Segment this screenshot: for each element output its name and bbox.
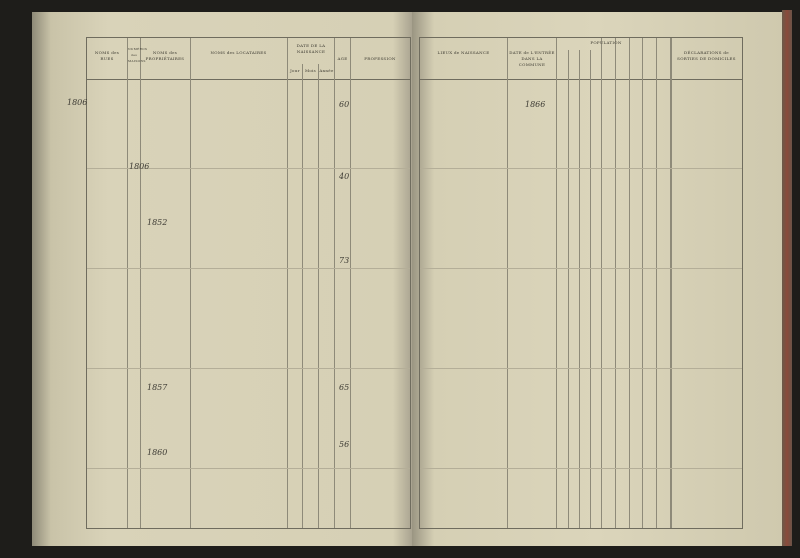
header-rues: NOMS des RUES bbox=[94, 50, 120, 61]
entry-age: 73 bbox=[339, 256, 350, 265]
right-page bbox=[412, 12, 782, 546]
header-date-naissance: DATE DE LA NAISSANCE bbox=[296, 43, 326, 54]
header-entree: DATE de L'ENTRÉE DANS LA COMMUNE bbox=[509, 50, 555, 67]
header-profession: PROFESSION bbox=[364, 56, 396, 61]
header-age: AGE bbox=[337, 56, 348, 61]
book-edge bbox=[782, 10, 792, 546]
entry-age: 40 bbox=[339, 172, 350, 181]
entry-age: 56 bbox=[339, 440, 350, 449]
header-annee: Année bbox=[319, 68, 334, 73]
header-locataires: NOMS des LOCATAIRES bbox=[210, 50, 267, 55]
left-register-table: NOMS des RUES NUMÉROS des MAISONS NOMS d… bbox=[67, 37, 411, 529]
entry-age: 65 bbox=[339, 383, 350, 392]
entry-age: 60 bbox=[339, 100, 350, 109]
entry-number: 1857 bbox=[147, 383, 168, 392]
entry-year: 1866 bbox=[525, 100, 546, 109]
header-declarations: DÉCLARATIONS de SORTIES DE DOMICILES bbox=[677, 50, 736, 61]
entry-number: 1806 bbox=[67, 98, 88, 107]
right-register-table: LIEUX de NAISSANCE DATE de L'ENTRÉE DANS… bbox=[419, 37, 743, 529]
header-population: POPULATION bbox=[590, 40, 622, 45]
header-jour: Jour bbox=[290, 68, 300, 73]
header-lieux: LIEUX de NAISSANCE bbox=[437, 50, 490, 55]
header-mois: Mois bbox=[304, 68, 317, 73]
entry-number: 1852 bbox=[147, 218, 168, 227]
header-numeros: NUMÉROS des MAISONS bbox=[128, 47, 148, 63]
header-proprietaires: NOMS des PROPRIÉTAIRES bbox=[145, 50, 185, 61]
left-page bbox=[32, 12, 412, 546]
entry-number: 1860 bbox=[147, 448, 168, 457]
entry-number: 1806 bbox=[129, 162, 150, 171]
